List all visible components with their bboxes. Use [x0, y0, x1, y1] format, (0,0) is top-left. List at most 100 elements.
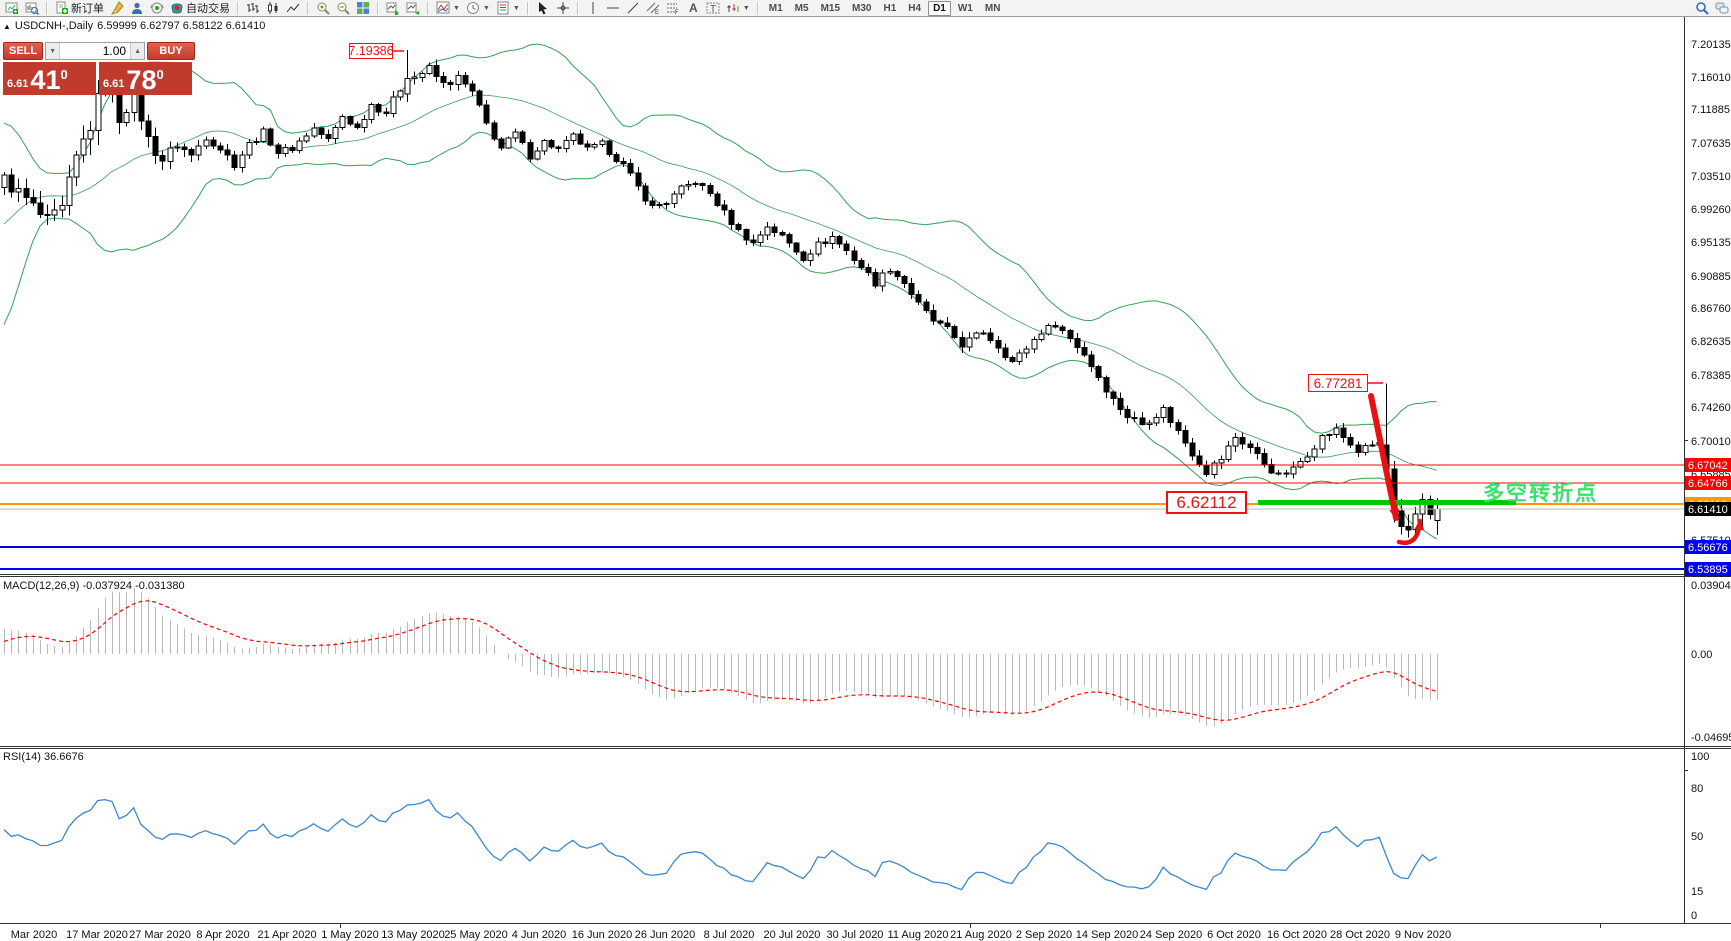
- zoom-out-icon[interactable]: [334, 1, 352, 16]
- buy-price-main: 78: [126, 65, 157, 95]
- svg-text:8 Jul 2020: 8 Jul 2020: [704, 929, 755, 941]
- svg-text:E: E: [655, 10, 659, 15]
- clear-charts-icon[interactable]: [108, 1, 126, 16]
- buy-button[interactable]: BUY: [147, 42, 195, 60]
- indicators-icon[interactable]: ▼: [434, 1, 462, 16]
- timeframe-button-mn[interactable]: MN: [984, 2, 1001, 14]
- timeframe-button-w1[interactable]: W1: [957, 2, 973, 14]
- text-label-icon[interactable]: T: [704, 1, 722, 16]
- svg-text:7.07635: 7.07635: [1691, 138, 1731, 150]
- signal-icon[interactable]: [148, 1, 166, 16]
- svg-text:14 Sep 2020: 14 Sep 2020: [1076, 929, 1138, 941]
- rsi-indicator-label: RSI(14) 36.6676: [3, 751, 84, 763]
- svg-text:F: F: [675, 10, 679, 15]
- toolbar-separator: [756, 1, 759, 15]
- svg-text:6.90885: 6.90885: [1691, 271, 1731, 283]
- new-chart-icon[interactable]: [3, 1, 21, 16]
- zoom-in-icon[interactable]: [314, 1, 332, 16]
- cursor-icon[interactable]: [534, 1, 552, 16]
- toolbar-separator: [427, 1, 429, 15]
- chat-icon[interactable]: [1713, 1, 1731, 16]
- svg-text:50: 50: [1691, 831, 1703, 843]
- svg-text:27 Mar 2020: 27 Mar 2020: [129, 929, 191, 941]
- timeframe-button-m1[interactable]: M1: [768, 2, 783, 14]
- svg-text:6 Oct 2020: 6 Oct 2020: [1207, 929, 1261, 941]
- chart-autoscroll-icon[interactable]: [404, 1, 422, 16]
- symbol-title: USDCNH-,Daily: [14, 20, 94, 32]
- svg-text:6.67042: 6.67042: [1688, 460, 1728, 472]
- templates-icon[interactable]: ▼: [494, 1, 522, 16]
- timeframe-button-h4[interactable]: H4: [908, 2, 922, 14]
- svg-text:21 Aug 2020: 21 Aug 2020: [950, 929, 1012, 941]
- crosshair-icon[interactable]: [554, 1, 572, 16]
- buy-price-panel[interactable]: 6.61 78 0: [99, 62, 192, 95]
- svg-text:6.53895: 6.53895: [1688, 564, 1728, 576]
- svg-text:6.61410: 6.61410: [1688, 504, 1728, 516]
- svg-text:11 Aug 2020: 11 Aug 2020: [888, 929, 949, 941]
- autotrading-icon[interactable]: 自动交易: [168, 1, 232, 16]
- bar-chart-mode-icon[interactable]: [244, 1, 262, 16]
- svg-text:0: 0: [1691, 910, 1697, 922]
- svg-text:T: T: [710, 4, 716, 15]
- line-chart-mode-icon[interactable]: [284, 1, 302, 16]
- svg-text:-0.046959: -0.046959: [1691, 732, 1731, 744]
- tile-windows-icon[interactable]: [354, 1, 372, 16]
- sell-price-panel[interactable]: 6.61 41 0: [3, 62, 96, 95]
- timeframe-button-d1[interactable]: D1: [928, 0, 951, 16]
- symbol-header: ▲ USDCNH-,Daily 6.59999 6.62797 6.58122 …: [3, 20, 265, 32]
- one-click-trading-widget: SELL ▼ 1.00 ▲ BUY 6.61 41 0 6.61 78 0: [3, 42, 195, 95]
- new-order-icon[interactable]: 新订单: [53, 1, 106, 16]
- vertical-line-icon[interactable]: [584, 1, 602, 16]
- toolbar-separator: [46, 1, 48, 15]
- lot-decrease-button[interactable]: ▼: [46, 43, 61, 59]
- profile-icon[interactable]: [128, 1, 146, 16]
- arrows-icon[interactable]: ▼: [724, 1, 752, 16]
- svg-text:6.64766: 6.64766: [1688, 478, 1728, 490]
- timeframe-button-m15[interactable]: M15: [820, 2, 841, 14]
- svg-text:0.00: 0.00: [1691, 649, 1712, 661]
- fibonacci-icon[interactable]: F: [664, 1, 682, 16]
- trendline-icon[interactable]: [624, 1, 642, 16]
- annotation-support-price-label[interactable]: 6.62112: [1166, 491, 1247, 514]
- svg-text:13 May 2020: 13 May 2020: [381, 929, 445, 941]
- annotation-turning-point-text[interactable]: 多空转折点: [1483, 482, 1598, 505]
- equidistant-channel-icon[interactable]: E: [644, 1, 662, 16]
- search-icon[interactable]: [1693, 1, 1711, 16]
- timeframe-button-m30[interactable]: M30: [852, 2, 872, 14]
- chart-search-icon[interactable]: [23, 1, 41, 16]
- periods-icon[interactable]: ▼: [464, 1, 492, 16]
- svg-text:A: A: [689, 1, 698, 15]
- svg-text:6.78385: 6.78385: [1691, 370, 1731, 382]
- candlestick-mode-icon[interactable]: [264, 1, 282, 16]
- lot-increase-button[interactable]: ▲: [130, 43, 145, 59]
- svg-text:0.039044: 0.039044: [1691, 580, 1731, 592]
- svg-text:4 Jun 2020: 4 Jun 2020: [512, 929, 566, 941]
- annotation-high-price-label[interactable]: 7.19386: [348, 43, 394, 59]
- svg-text:15: 15: [1691, 886, 1703, 898]
- svg-text:6.99260: 6.99260: [1691, 204, 1731, 216]
- svg-text:21 Apr 2020: 21 Apr 2020: [257, 929, 316, 941]
- svg-text:28 Oct 2020: 28 Oct 2020: [1330, 929, 1390, 941]
- toolbar-separator: [377, 1, 379, 15]
- text-icon[interactable]: A: [684, 1, 702, 16]
- svg-text:24 Sep 2020: 24 Sep 2020: [1140, 929, 1202, 941]
- trade-buttons-row: SELL ▼ 1.00 ▲ BUY: [3, 42, 195, 60]
- svg-text:26 Jun 2020: 26 Jun 2020: [635, 929, 696, 941]
- svg-text:17 Mar 2020: 17 Mar 2020: [66, 929, 128, 941]
- annotation-spike-price-label[interactable]: 6.77281: [1308, 374, 1368, 392]
- chart-shift-icon[interactable]: [384, 1, 402, 16]
- sell-button[interactable]: SELL: [3, 42, 44, 60]
- svg-text:30 Jul 2020: 30 Jul 2020: [827, 929, 884, 941]
- svg-text:25 May 2020: 25 May 2020: [444, 929, 508, 941]
- svg-text:6.82635: 6.82635: [1691, 336, 1731, 348]
- svg-text:9 Nov 2020: 9 Nov 2020: [1395, 929, 1451, 941]
- macd-indicator-label: MACD(12,26,9) -0.037924 -0.031380: [3, 580, 185, 592]
- lot-size-input[interactable]: 1.00: [102, 44, 127, 58]
- timeframe-button-m5[interactable]: M5: [794, 2, 809, 14]
- svg-text:6.95135: 6.95135: [1691, 237, 1731, 249]
- horizontal-line-icon[interactable]: [604, 1, 622, 16]
- timeframe-button-h1[interactable]: H1: [883, 2, 897, 14]
- toolbar-separator: [526, 1, 529, 15]
